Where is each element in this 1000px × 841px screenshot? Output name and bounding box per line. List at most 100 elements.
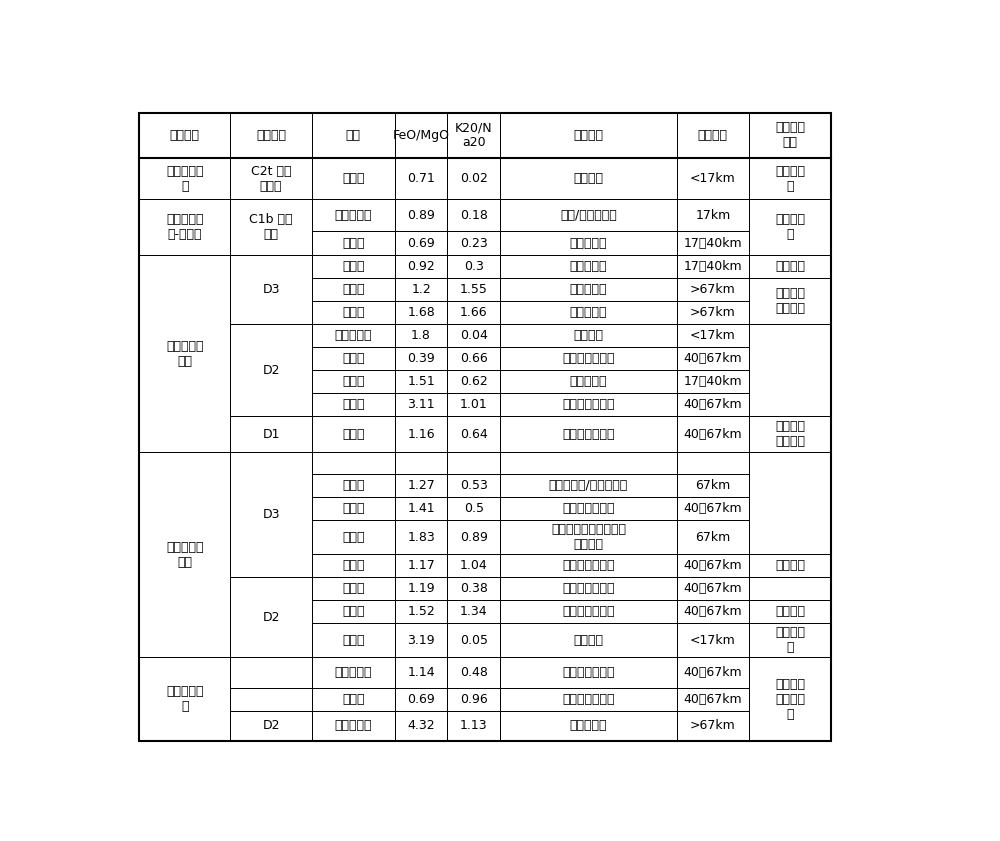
Text: C1b 包谷
图组: C1b 包谷 图组 — [249, 213, 293, 241]
Text: 1.34: 1.34 — [460, 606, 488, 618]
Text: 高钾钙碱性系列: 高钾钙碱性系列 — [562, 582, 615, 595]
Text: 拉斑系列: 拉斑系列 — [573, 634, 603, 647]
Text: 成熟岛弧: 成熟岛弧 — [775, 606, 805, 618]
Bar — [395, 577, 447, 600]
Text: >67km: >67km — [690, 306, 736, 319]
Text: >67km: >67km — [690, 283, 736, 296]
Text: 成熟大陆
边缘岛弧: 成熟大陆 边缘岛弧 — [775, 287, 805, 315]
Text: 1.27: 1.27 — [407, 479, 435, 492]
Text: 地质时代: 地质时代 — [256, 129, 286, 141]
Text: 0.18: 0.18 — [460, 209, 488, 222]
Bar — [230, 199, 312, 255]
Text: 0.92: 0.92 — [407, 260, 435, 272]
Text: 40～67km: 40～67km — [684, 666, 742, 680]
Text: 英安岩: 英安岩 — [342, 283, 364, 296]
Bar — [395, 301, 447, 324]
Bar — [677, 711, 749, 741]
Text: 粗面岩: 粗面岩 — [342, 531, 364, 543]
Text: 英安岩: 英安岩 — [342, 693, 364, 706]
Bar — [677, 113, 749, 158]
Bar — [447, 658, 500, 688]
Text: 0.89: 0.89 — [460, 531, 488, 543]
Bar — [395, 347, 447, 370]
Bar — [677, 688, 749, 711]
Text: 40～67km: 40～67km — [684, 502, 742, 516]
Text: 钙碱性系列: 钙碱性系列 — [570, 375, 607, 389]
Bar — [500, 474, 677, 497]
Text: 安粗岩: 安粗岩 — [342, 352, 364, 365]
Bar — [749, 554, 831, 577]
Text: D2: D2 — [262, 719, 280, 733]
Bar — [230, 452, 312, 577]
Bar — [677, 199, 749, 231]
Text: 高钾钙碱性系列: 高钾钙碱性系列 — [562, 502, 615, 516]
Bar — [500, 452, 677, 474]
Text: 成熟活动
大陆边缘
弧: 成熟活动 大陆边缘 弧 — [775, 678, 805, 721]
Bar — [395, 394, 447, 416]
Text: 不成熟岛
弧: 不成熟岛 弧 — [775, 213, 805, 241]
Bar — [677, 554, 749, 577]
Bar — [312, 577, 395, 600]
Bar — [312, 199, 395, 231]
Text: 粗面玄武岩: 粗面玄武岩 — [334, 666, 372, 680]
Bar — [447, 623, 500, 658]
Bar — [395, 623, 447, 658]
Text: 钾玄岩系列: 钾玄岩系列 — [570, 306, 607, 319]
Bar — [447, 577, 500, 600]
Bar — [500, 278, 677, 301]
Text: 玄武岩: 玄武岩 — [342, 582, 364, 595]
Text: 玄武岩: 玄武岩 — [342, 479, 364, 492]
Text: 玄武岩: 玄武岩 — [342, 260, 364, 272]
Bar — [749, 158, 831, 199]
Text: 流纹岩: 流纹岩 — [342, 559, 364, 572]
Bar — [677, 347, 749, 370]
Bar — [395, 278, 447, 301]
Bar — [312, 158, 395, 199]
Bar — [749, 255, 831, 278]
Bar — [677, 497, 749, 521]
Bar — [139, 255, 230, 452]
Text: 1.41: 1.41 — [407, 502, 435, 516]
Bar — [230, 658, 312, 688]
Text: 玄武岩: 玄武岩 — [342, 236, 364, 250]
Bar — [395, 199, 447, 231]
Bar — [312, 521, 395, 554]
Text: 0.53: 0.53 — [460, 479, 488, 492]
Bar — [230, 711, 312, 741]
Text: 1.68: 1.68 — [407, 306, 435, 319]
Bar — [447, 711, 500, 741]
Bar — [677, 301, 749, 324]
Text: C2t 太勒
古拉组: C2t 太勒 古拉组 — [251, 165, 291, 193]
Bar — [749, 324, 831, 416]
Text: 0.02: 0.02 — [460, 172, 488, 185]
Text: 4.32: 4.32 — [407, 719, 435, 733]
Text: 0.23: 0.23 — [460, 236, 488, 250]
Text: 粗安岩: 粗安岩 — [342, 502, 364, 516]
Text: 玄武安山岩: 玄武安山岩 — [334, 329, 372, 342]
Bar — [500, 600, 677, 623]
Bar — [395, 416, 447, 452]
Bar — [312, 301, 395, 324]
Bar — [500, 711, 677, 741]
Bar — [312, 278, 395, 301]
Bar — [312, 688, 395, 711]
Bar — [749, 577, 831, 600]
Text: 高钾钙碱性系列: 高钾钙碱性系列 — [562, 428, 615, 441]
Text: 拉斑系列: 拉斑系列 — [573, 329, 603, 342]
Bar — [677, 600, 749, 623]
Text: 40～67km: 40～67km — [684, 352, 742, 365]
Bar — [749, 600, 831, 623]
Text: 0.5: 0.5 — [464, 502, 484, 516]
Text: 0.38: 0.38 — [460, 582, 488, 595]
Text: 1.55: 1.55 — [460, 283, 488, 296]
Bar — [312, 370, 395, 394]
Bar — [395, 600, 447, 623]
Bar — [500, 688, 677, 711]
Text: 1.51: 1.51 — [407, 375, 435, 389]
Bar — [447, 113, 500, 158]
Text: 地壳厚度: 地壳厚度 — [698, 129, 728, 141]
Bar — [395, 474, 447, 497]
Bar — [677, 394, 749, 416]
Text: D3: D3 — [262, 283, 280, 296]
Text: 17km: 17km — [695, 209, 730, 222]
